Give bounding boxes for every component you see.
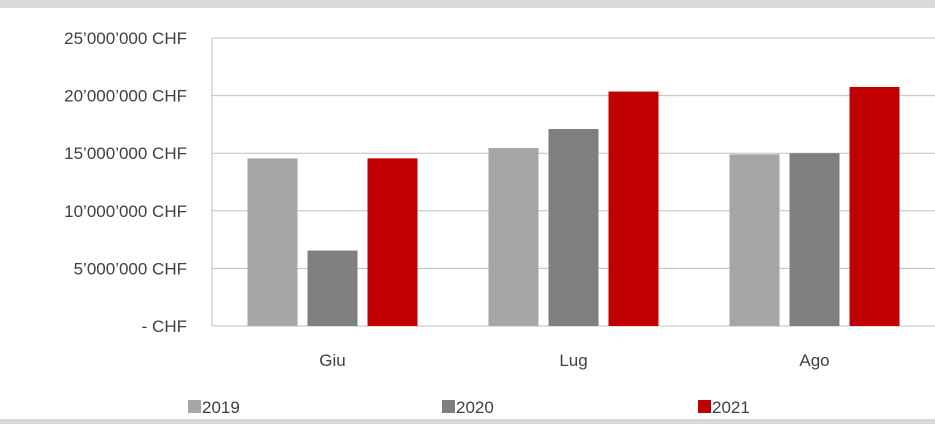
y-tick-label: 25’000’000 CHF bbox=[64, 29, 187, 48]
bar-2020-Ago bbox=[789, 153, 840, 326]
bar-2021-Giu bbox=[367, 158, 418, 326]
x-axis-tick-labels: Giu Lug Ago bbox=[319, 351, 829, 370]
legend-label: 2020 bbox=[456, 398, 494, 417]
bar-2020-Lug bbox=[548, 129, 599, 326]
y-tick-label: 10’000’000 CHF bbox=[64, 202, 187, 221]
legend-label: 2021 bbox=[712, 398, 750, 417]
bar-2019-Ago bbox=[729, 154, 780, 326]
bars bbox=[247, 86, 900, 327]
bar-2021-Ago bbox=[849, 86, 900, 327]
x-tick-label: Giu bbox=[319, 351, 345, 370]
bar-2020-Giu bbox=[307, 250, 358, 326]
y-tick-label: 20’000’000 CHF bbox=[64, 87, 187, 106]
y-tick-label: 5’000’000 CHF bbox=[74, 259, 187, 278]
legend: 2019 2020 2021 bbox=[188, 398, 750, 417]
bar-2019-Lug bbox=[488, 148, 539, 326]
y-axis-tick-labels: - CHF 5’000’000 CHF 10’000’000 CHF 15’000’0… bbox=[64, 29, 187, 336]
legend-swatch bbox=[188, 400, 201, 413]
bar-2021-Lug bbox=[608, 91, 659, 327]
bar-2019-Giu bbox=[247, 158, 298, 326]
x-tick-label: Lug bbox=[559, 351, 587, 370]
legend-label: 2019 bbox=[202, 398, 240, 417]
x-tick-label: Ago bbox=[799, 351, 829, 370]
y-tick-label: - CHF bbox=[142, 317, 187, 336]
y-tick-label: 15’000’000 CHF bbox=[64, 144, 187, 163]
legend-swatch bbox=[442, 400, 455, 413]
legend-swatch bbox=[698, 400, 711, 413]
